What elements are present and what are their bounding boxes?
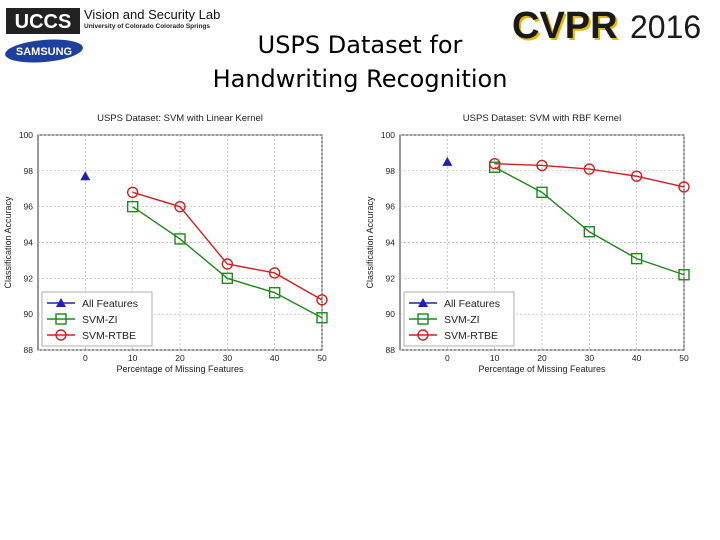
series-line-svm-rtbe [132, 191, 323, 301]
data-point-svm-zi [126, 200, 139, 213]
y-tick-label: 90 [24, 309, 34, 319]
data-point-svm-zi [316, 312, 328, 324]
data-point-svm-rtbe [174, 200, 186, 213]
legend-label-svm-zi: SVM-ZI [444, 314, 480, 326]
data-point-svm-zi [630, 252, 643, 265]
y-tick-label: 100 [381, 130, 395, 140]
cvpr-logo-text: CVPR [512, 6, 618, 46]
legend-marker-all-features [418, 298, 428, 307]
legend-marker-svm-zi [55, 313, 67, 325]
x-axis-label: Percentage of Missing Features [116, 364, 244, 374]
x-tick-label: 10 [128, 353, 138, 363]
legend-label-svm-rtbe: SVM-RTBE [82, 330, 136, 342]
data-point-svm-zi [268, 286, 281, 299]
data-point-svm-rtbe [268, 267, 281, 279]
legend-label-all-features: All Features [82, 298, 138, 310]
x-axis-label: Percentage of Missing Features [478, 364, 606, 374]
data-point-svm-zi [221, 272, 234, 285]
x-tick-label: 40 [632, 353, 642, 363]
x-tick-label: 0 [445, 353, 450, 363]
slide-title: USPS Dataset for Handwriting Recognition [170, 28, 550, 96]
legend-marker-svm-zi [417, 313, 429, 325]
data-point-svm-rtbe [316, 294, 328, 306]
y-tick-label: 88 [24, 345, 34, 355]
y-tick-label: 92 [24, 273, 34, 283]
chart-linear-kernel: USPS Dataset: SVM with Linear Kernel 0 10 2… [0, 105, 350, 375]
samsung-logo-text: SAMSUNG [16, 46, 72, 58]
chart-linear-kernel-svg: USPS Dataset: SVM with Linear Kernel 0 10 2… [3, 113, 328, 374]
y-tick-label: 96 [24, 202, 34, 212]
legend-marker-svm-rtbe [417, 329, 429, 341]
legend-marker-svm-rtbe [55, 329, 67, 341]
x-tick-label: 20 [175, 353, 185, 363]
uccs-logo: UCCS [6, 8, 80, 34]
data-point-svm-zi [583, 226, 596, 238]
data-point-svm-rtbe [630, 170, 643, 182]
uccs-logo-text: UCCS [15, 11, 72, 33]
x-tick-label: 50 [317, 353, 327, 363]
chart-rbf-kernel: USPS Dataset: SVM with RBF Kernel 0 10 20 30… [362, 105, 712, 375]
data-point-svm-rtbe [536, 159, 548, 172]
data-point-all-features [442, 156, 453, 166]
legend-marker-all-features [56, 298, 66, 307]
data-point-svm-zi [678, 269, 690, 281]
x-tick-label: 0 [83, 353, 88, 363]
samsung-logo: SAMSUNG [5, 39, 83, 63]
chart-rbf-kernel-svg: USPS Dataset: SVM with RBF Kernel 0 10 20 30… [365, 113, 690, 374]
data-point-svm-zi [536, 186, 548, 199]
lab-name: Vision and Security Lab [84, 7, 221, 22]
y-tick-label: 96 [386, 202, 396, 212]
y-tick-label: 98 [24, 166, 34, 176]
series-line-svm-rtbe [494, 162, 685, 188]
series-line-svm-zi [494, 166, 685, 276]
y-axis-label: Classification Accuracy [3, 196, 13, 289]
data-point-svm-zi [174, 233, 186, 245]
lab-affiliation: University of Colorado Colorado Springs [84, 23, 211, 30]
y-tick-label: 94 [386, 238, 396, 248]
slide-title-line1: USPS Dataset for [257, 31, 463, 59]
x-tick-label: 30 [223, 353, 233, 363]
legend-label-svm-zi: SVM-ZI [82, 314, 118, 326]
x-tick-label: 50 [679, 353, 689, 363]
y-tick-label: 92 [386, 273, 396, 283]
data-point-svm-rtbe [221, 258, 234, 270]
y-tick-label: 88 [386, 345, 396, 355]
slide-title-line2: Handwriting Recognition [212, 65, 508, 93]
y-tick-label: 98 [386, 166, 396, 176]
data-point-svm-zi [488, 161, 501, 173]
x-tick-label: 30 [585, 353, 595, 363]
series-line-svm-zi [132, 206, 323, 319]
y-tick-label: 94 [24, 238, 34, 248]
data-point-svm-rtbe [678, 181, 690, 193]
x-tick-label: 20 [537, 353, 547, 363]
data-point-svm-rtbe [126, 186, 139, 199]
cvpr-year: 2016 [630, 9, 701, 45]
chart-title: USPS Dataset: SVM with Linear Kernel [97, 113, 263, 124]
x-tick-label: 10 [490, 353, 500, 363]
y-tick-label: 100 [19, 130, 33, 140]
cvpr-logo-shadow: CVPR [514, 7, 620, 46]
x-tick-label: 40 [270, 353, 280, 363]
data-point-svm-rtbe [583, 163, 596, 175]
data-point-svm-rtbe [488, 157, 501, 170]
chart-title: USPS Dataset: SVM with RBF Kernel [463, 113, 621, 124]
y-tick-label: 90 [386, 309, 396, 319]
data-point-all-features [80, 171, 91, 181]
legend-label-all-features: All Features [444, 298, 500, 310]
cvpr-logo: CVPR CVPR 2016 [512, 6, 701, 46]
y-axis-label: Classification Accuracy [365, 196, 375, 289]
legend-label-svm-rtbe: SVM-RTBE [444, 330, 498, 342]
